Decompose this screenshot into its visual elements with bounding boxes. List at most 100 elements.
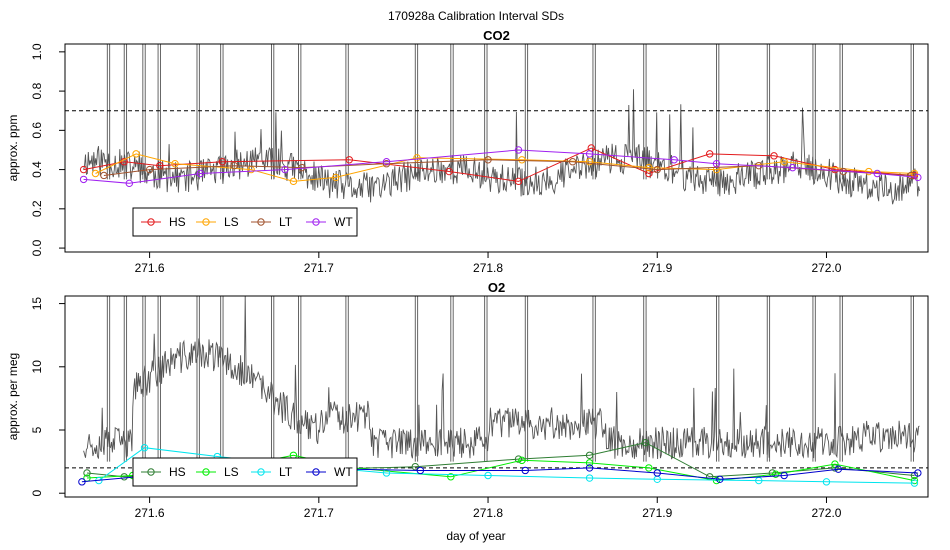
series-wt bbox=[79, 146, 922, 188]
data-point bbox=[641, 438, 650, 447]
legend: HS LS LT WT bbox=[132, 457, 358, 487]
y-tick-label: 0.8 bbox=[30, 82, 44, 99]
data-point bbox=[772, 470, 780, 478]
y-tick-label: 0.2 bbox=[30, 200, 44, 217]
data-point bbox=[712, 159, 721, 168]
x-tick-label: 271.6 bbox=[135, 261, 165, 275]
y-tick-label: 0.4 bbox=[30, 161, 44, 178]
calibration-spike bbox=[106, 296, 111, 462]
data-point bbox=[716, 475, 724, 484]
data-point bbox=[445, 167, 453, 176]
legend-swatch-marker bbox=[257, 468, 265, 476]
data-point bbox=[514, 455, 523, 463]
data-point bbox=[413, 154, 421, 162]
data-point bbox=[907, 171, 915, 180]
data-point bbox=[382, 159, 391, 168]
data-point bbox=[645, 163, 653, 172]
data-point bbox=[645, 169, 653, 178]
data-point bbox=[780, 471, 788, 480]
x-tick-label: 271.8 bbox=[473, 261, 503, 275]
data-point bbox=[568, 158, 577, 166]
legend-swatch-marker bbox=[257, 218, 265, 226]
calibration-spike bbox=[298, 296, 302, 462]
data-point bbox=[831, 464, 839, 472]
legend-swatch-marker bbox=[147, 218, 155, 226]
y-tick-label: 0.6 bbox=[30, 122, 44, 139]
calibration-spike bbox=[910, 296, 914, 462]
x-tick-label: 271.6 bbox=[135, 506, 165, 520]
calibration-spike bbox=[766, 296, 771, 462]
data-point bbox=[780, 158, 788, 166]
calibration-spike bbox=[839, 296, 843, 462]
data-point bbox=[653, 469, 661, 477]
series-line bbox=[83, 149, 918, 184]
calibration-spike bbox=[157, 296, 161, 462]
calibration-spike bbox=[196, 296, 200, 462]
legend-label: LS bbox=[224, 215, 239, 229]
series-line bbox=[95, 153, 915, 182]
data-point bbox=[91, 169, 100, 178]
data-point bbox=[345, 156, 353, 164]
calibration-spike bbox=[142, 296, 146, 462]
legend-label: HS bbox=[169, 215, 186, 229]
data-point bbox=[120, 158, 128, 166]
series-line bbox=[98, 447, 915, 484]
data-point bbox=[873, 169, 881, 178]
legend-swatch-marker bbox=[312, 218, 320, 226]
calibration-spike bbox=[643, 296, 647, 462]
data-point bbox=[822, 478, 831, 486]
legend-swatch-marker bbox=[202, 468, 210, 476]
data-point bbox=[382, 158, 391, 166]
x-tick-label: 271.7 bbox=[304, 261, 334, 275]
x-tick-label: 271.8 bbox=[473, 506, 503, 520]
data-point bbox=[585, 474, 594, 482]
data-point bbox=[514, 177, 523, 186]
data-point bbox=[230, 161, 238, 170]
sd-trace bbox=[83, 296, 920, 460]
legend-label: HS bbox=[169, 465, 186, 479]
calibration-spike bbox=[484, 296, 488, 462]
plot-frame bbox=[64, 295, 929, 498]
data-point bbox=[585, 451, 594, 459]
legend-swatch-marker bbox=[312, 468, 320, 476]
data-point bbox=[140, 443, 149, 452]
data-point bbox=[645, 464, 653, 472]
data-point bbox=[411, 462, 419, 471]
plot-area bbox=[65, 44, 928, 205]
data-point bbox=[706, 150, 714, 158]
y-tick-label: 10 bbox=[30, 360, 44, 374]
series-line bbox=[83, 147, 915, 182]
data-point bbox=[585, 464, 594, 472]
x-tick-label: 271.7 bbox=[304, 506, 334, 520]
data-point bbox=[289, 177, 298, 186]
x-tick-label: 271.9 bbox=[642, 261, 672, 275]
data-point bbox=[521, 466, 529, 475]
data-point bbox=[518, 156, 526, 164]
calibration-spike bbox=[414, 296, 419, 462]
y-tick-label: 0 bbox=[30, 490, 44, 497]
y-tick-label: 0.0 bbox=[30, 239, 44, 256]
data-point bbox=[196, 169, 205, 178]
data-point bbox=[585, 158, 594, 166]
y-tick-label: 5 bbox=[30, 426, 44, 433]
legend-label: WT bbox=[334, 215, 353, 229]
panel-o2: O2 271.6 271.7 271.8 271.9 272.0 0 5 10 15 approx.… bbox=[6, 280, 929, 520]
data-point bbox=[653, 165, 661, 174]
data-point bbox=[670, 156, 678, 164]
legend: HS LS LT WT bbox=[132, 207, 358, 237]
data-point bbox=[834, 465, 843, 473]
figure-title: 170928a Calibration Interval SDs bbox=[388, 9, 564, 23]
data-point bbox=[78, 478, 86, 486]
plot-area bbox=[65, 296, 928, 487]
data-point bbox=[514, 146, 523, 154]
y-tick-label: 1.0 bbox=[30, 43, 44, 60]
calibration-spike bbox=[592, 296, 596, 462]
panel-co2: CO2 271.6 271.7 271.8 271.9 272.0 0.0 0.2 0.4 0.6… bbox=[6, 28, 929, 275]
x-tick-label: 272.0 bbox=[811, 506, 841, 520]
plot-frame bbox=[64, 43, 929, 253]
data-point bbox=[788, 163, 797, 172]
data-point bbox=[770, 152, 778, 160]
calibration-spike bbox=[123, 296, 128, 462]
legend-label: LS bbox=[224, 465, 239, 479]
